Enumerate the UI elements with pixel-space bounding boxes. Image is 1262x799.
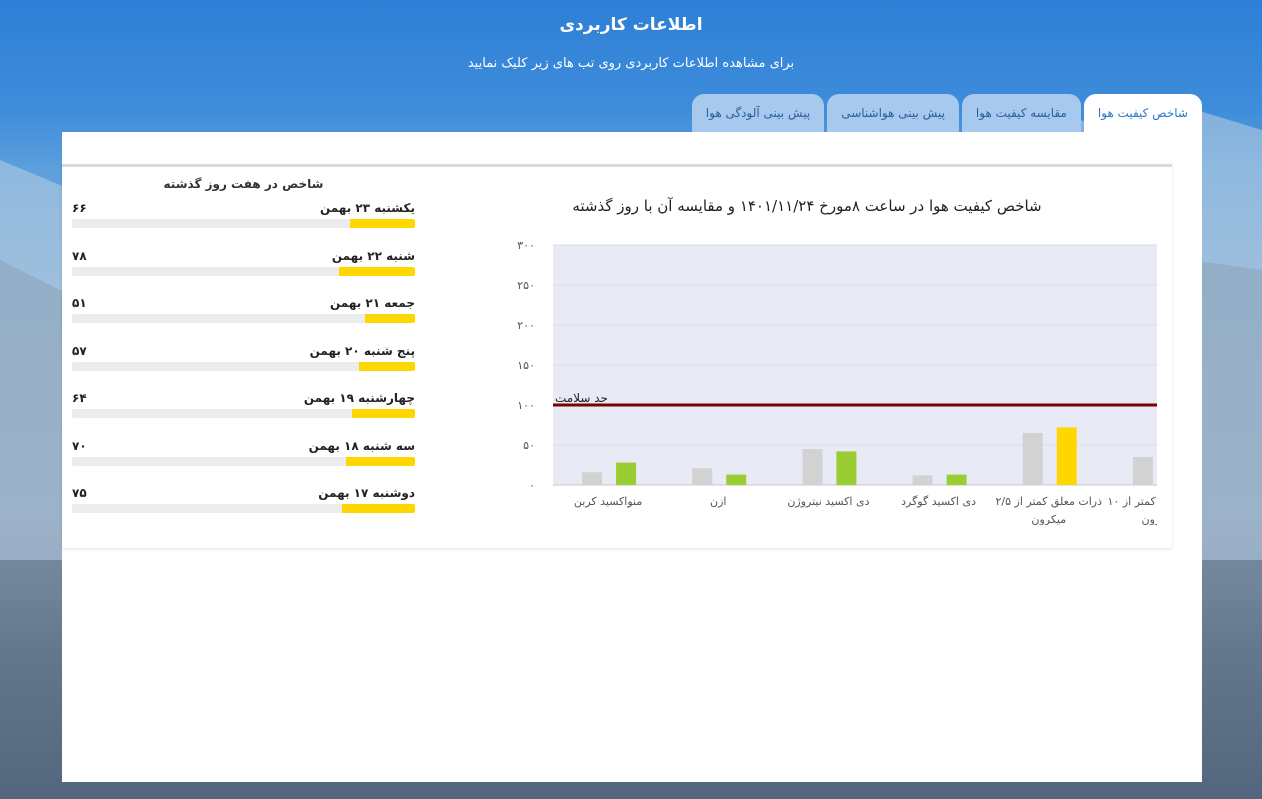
x-tick-label: ذرات معلق کمتر از ۱۰ bbox=[1108, 495, 1157, 509]
content-panel: شاخص در هفت روز گذشته یکشنبه ۲۳ بهمن ۶۶ … bbox=[62, 132, 1202, 782]
page-subtitle: برای مشاهده اطلاعات کاربردی روی تب های ز… bbox=[467, 56, 795, 71]
day-row: یکشنبه ۲۳ بهمن ۶۶ bbox=[72, 201, 415, 249]
x-tick-label: میکرون bbox=[1031, 513, 1066, 525]
day-bar-fill bbox=[352, 409, 415, 418]
day-value: ۵۱ bbox=[72, 296, 87, 310]
bar-previous-day bbox=[1022, 433, 1043, 485]
y-tick-label: ۲۵۰ bbox=[517, 279, 535, 292]
day-label: دوشنبه ۱۷ بهمن bbox=[318, 486, 415, 500]
day-value: ۷۵ bbox=[72, 486, 87, 500]
bar-current bbox=[1056, 427, 1077, 485]
y-tick-label: ۳۰۰ bbox=[517, 239, 535, 252]
day-label: شنبه ۲۲ بهمن bbox=[331, 248, 415, 263]
bar-current bbox=[726, 474, 747, 485]
day-bar-track bbox=[72, 266, 415, 276]
tab-air-quality-index[interactable]: شاخص کیفیت هوا bbox=[1083, 94, 1202, 132]
day-row: سه شنبه ۱۸ بهمن ۷۰ bbox=[72, 439, 415, 487]
day-bar-fill bbox=[338, 266, 415, 276]
y-tick-label: ۱۰۰ bbox=[517, 399, 535, 412]
bar-previous-day bbox=[1132, 457, 1153, 485]
past-week-list: شاخص در هفت روز گذشته یکشنبه ۲۳ بهمن ۶۶ … bbox=[72, 177, 415, 534]
tab-bar: شاخص کیفیت هوا مقایسه کیفیت هوا پیش بینی… bbox=[691, 94, 1202, 132]
tab-pollution-forecast[interactable]: پیش بینی آلودگی هوا bbox=[691, 94, 825, 132]
y-tick-label: ۰ bbox=[529, 479, 535, 492]
aqi-bar-chart: ۰ ۵۰ ۱۰۰ ۱۵۰ ۲۰۰ ۲۵۰ ۳۰۰ ذرات معلق کمتر از ۱۰ می… bbox=[517, 239, 1157, 525]
day-value: ۶۶ bbox=[72, 201, 87, 215]
threshold-label: حد سلامت bbox=[555, 391, 608, 405]
day-bar-track bbox=[72, 361, 415, 371]
day-label: جمعه ۲۱ بهمن bbox=[329, 296, 415, 310]
tab-weather-forecast[interactable]: پیش بینی هواشناسی bbox=[827, 94, 959, 132]
day-row: پنج شنبه ۲۰ بهمن ۵۷ bbox=[72, 344, 415, 392]
chart-title: شاخص کیفیت هوا در ساعت ۸مورخ ۱۴۰۱/۱۱/۲۴ … bbox=[572, 197, 1042, 215]
x-tick-label: منواکسید کربن bbox=[574, 495, 642, 508]
day-value: ۶۴ bbox=[72, 391, 87, 405]
day-bar-fill bbox=[341, 504, 415, 513]
day-bar-fill bbox=[350, 219, 415, 228]
day-bar-track bbox=[72, 219, 415, 228]
day-row: شنبه ۲۲ بهمن ۷۸ bbox=[72, 249, 415, 297]
bar-previous-day bbox=[692, 468, 713, 485]
day-value: ۷۸ bbox=[72, 248, 87, 263]
air-quality-card: شاخص در هفت روز گذشته یکشنبه ۲۳ بهمن ۶۶ … bbox=[62, 164, 1172, 548]
day-bar-fill bbox=[359, 361, 415, 371]
bar-previous-day bbox=[802, 449, 823, 485]
bar-current bbox=[836, 451, 857, 485]
x-tick-label: ذرات معلق کمتر از ۲/۵ bbox=[995, 495, 1102, 509]
tab-air-quality-compare[interactable]: مقایسه کیفیت هوا bbox=[961, 94, 1081, 132]
day-label: چهارشنبه ۱۹ بهمن bbox=[303, 391, 415, 405]
day-value: ۵۷ bbox=[72, 343, 87, 358]
day-label: پنج شنبه ۲۰ بهمن bbox=[309, 343, 415, 358]
day-label: یکشنبه ۲۳ بهمن bbox=[319, 201, 415, 215]
day-value: ۷۰ bbox=[72, 438, 87, 453]
x-tick-label: دی اکسید گوگرد bbox=[901, 495, 976, 508]
bar-current bbox=[946, 474, 967, 485]
day-row: جمعه ۲۱ بهمن ۵۱ bbox=[72, 296, 415, 344]
day-bar-track bbox=[72, 504, 415, 513]
page-title: اطلاعات کاربردی bbox=[559, 15, 703, 35]
y-tick-label: ۵۰ bbox=[523, 439, 535, 452]
x-tick-label: دی اکسید نیتروژن bbox=[787, 495, 869, 508]
day-row: دوشنبه ۱۷ بهمن ۷۵ bbox=[72, 486, 415, 534]
past-week-title: شاخص در هفت روز گذشته bbox=[163, 177, 324, 191]
day-row: چهارشنبه ۱۹ بهمن ۶۴ bbox=[72, 391, 415, 439]
day-bar-track bbox=[72, 314, 415, 323]
day-bar-fill bbox=[346, 456, 415, 466]
y-tick-label: ۲۰۰ bbox=[517, 319, 535, 332]
x-tick-label: میکرون bbox=[1142, 513, 1157, 525]
x-tick-label: ازن bbox=[710, 495, 726, 508]
bar-current bbox=[616, 462, 637, 485]
day-bar-track bbox=[72, 409, 415, 418]
day-label: سه شنبه ۱۸ بهمن bbox=[308, 438, 415, 453]
day-bar-track bbox=[72, 456, 415, 466]
bar-previous-day bbox=[582, 472, 603, 485]
y-tick-label: ۱۵۰ bbox=[517, 359, 535, 372]
bar-previous-day bbox=[912, 475, 933, 485]
day-bar-fill bbox=[365, 314, 415, 323]
